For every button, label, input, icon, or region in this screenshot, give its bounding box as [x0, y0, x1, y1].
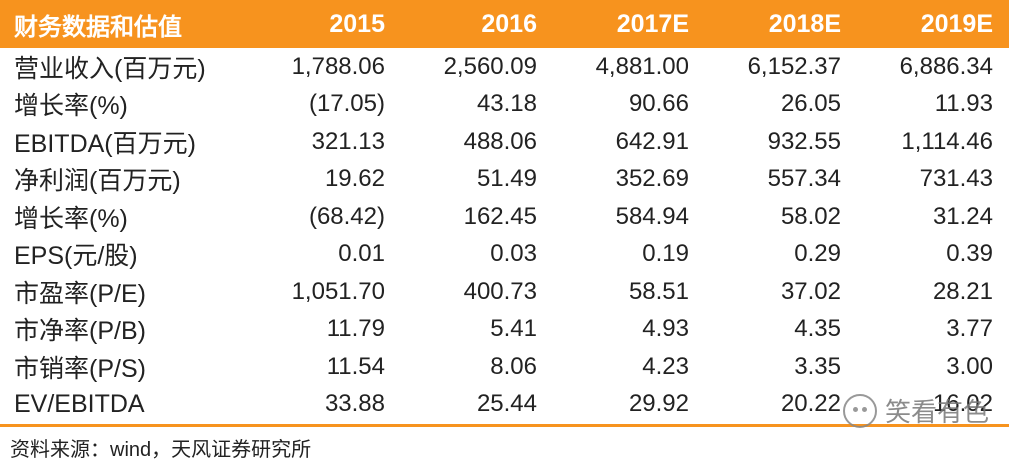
row-value: 58.02 — [780, 202, 841, 230]
row-value: (68.42) — [308, 202, 385, 230]
row-value: 352.69 — [615, 165, 689, 193]
row-value: 33.88 — [324, 390, 385, 418]
row-value: 1,788.06 — [291, 52, 385, 80]
row-value: 3.35 — [794, 352, 841, 380]
row-value: 3.00 — [946, 352, 993, 380]
table-row: 增长率(%) (17.05) 43.18 90.66 26.05 11.93 — [0, 86, 1009, 124]
row-value: 3.77 — [946, 315, 993, 343]
table-row: 增长率(%) (68.42) 162.45 584.94 58.02 31.24 — [0, 198, 1009, 236]
row-value: 0.03 — [490, 240, 537, 268]
row-value: 4.35 — [794, 315, 841, 343]
row-value: 0.39 — [946, 240, 993, 268]
row-value: 1,051.70 — [291, 277, 385, 305]
row-value: 19.62 — [324, 165, 385, 193]
financial-data-table: 财务数据和估值 2015 2016 2017E 2018E 2019E 营业收入… — [0, 0, 1009, 424]
row-value: 11.54 — [326, 352, 385, 380]
row-value: 5.41 — [490, 315, 537, 343]
row-label: 营业收入(百万元) — [14, 54, 206, 83]
row-label: EV/EBITDA — [14, 389, 145, 418]
wechat-icon — [842, 393, 877, 428]
header-year: 2016 — [481, 9, 537, 38]
row-value: 557.34 — [767, 165, 841, 193]
row-value: 51.49 — [476, 165, 537, 193]
row-value: 20.22 — [780, 390, 841, 418]
row-value: 932.55 — [767, 127, 841, 155]
row-label: EBITDA(百万元) — [14, 129, 196, 158]
table-row: EV/EBITDA 33.88 25.44 29.92 20.22 16.02 — [0, 386, 1009, 424]
row-value: 2,560.09 — [443, 52, 537, 80]
row-value: 1,114.46 — [901, 127, 993, 155]
row-value: 11.79 — [326, 315, 385, 343]
row-value: 16.02 — [932, 390, 993, 418]
watermark-text: 笑看有色 — [884, 397, 989, 427]
watermark: 笑看有色 — [842, 392, 989, 429]
row-value: (17.05) — [308, 90, 385, 118]
row-value: 31.24 — [932, 202, 993, 230]
row-label: 增长率(%) — [14, 92, 128, 121]
row-value: 4.93 — [642, 315, 689, 343]
header-year: 2019E — [920, 9, 993, 38]
table-row: 市销率(P/S) 11.54 8.06 4.23 3.35 3.00 — [0, 348, 1009, 386]
row-label: 市净率(P/B) — [14, 317, 146, 346]
row-value: 731.43 — [919, 165, 993, 193]
row-value: 26.05 — [780, 90, 841, 118]
table-row: EBITDA(百万元) 321.13 488.06 642.91 932.55 1,114… — [0, 123, 1009, 161]
row-value: 29.92 — [628, 390, 689, 418]
header-year: 2017E — [616, 9, 689, 38]
row-value: 162.45 — [463, 202, 537, 230]
table-row: 净利润(百万元) 19.62 51.49 352.69 557.34 731.43 — [0, 161, 1009, 199]
row-value: 37.02 — [780, 277, 841, 305]
row-value: 321.13 — [311, 127, 385, 155]
table-row: 营业收入(百万元) 1,788.06 2,560.09 4,881.00 6,152.3… — [0, 48, 1009, 86]
table-divider — [0, 424, 1009, 427]
table-row: 市盈率(P/E) 1,051.70 400.73 58.51 37.02 28.21 — [0, 273, 1009, 311]
table-row: 市净率(P/B) 11.79 5.41 4.93 4.35 3.77 — [0, 311, 1009, 349]
row-value: 4.23 — [642, 352, 689, 380]
row-value: 4,881.00 — [595, 52, 689, 80]
row-value: 584.94 — [615, 202, 689, 230]
header-year: 2018E — [768, 9, 841, 38]
row-value: 8.06 — [490, 352, 537, 380]
row-value: 25.44 — [476, 390, 537, 418]
row-value: 6,152.37 — [747, 52, 841, 80]
row-label: 增长率(%) — [14, 204, 128, 233]
header-year: 2015 — [329, 9, 385, 38]
row-label: 净利润(百万元) — [14, 167, 181, 196]
header-title: 财务数据和估值 — [14, 13, 182, 41]
source-note: 资料来源：wind，天风证券研究所 — [10, 439, 312, 461]
row-value: 58.51 — [628, 277, 689, 305]
row-value: 0.29 — [794, 240, 841, 268]
row-value: 0.01 — [338, 240, 385, 268]
row-value: 0.19 — [642, 240, 689, 268]
row-label: 市盈率(P/E) — [14, 279, 146, 308]
row-value: 28.21 — [932, 277, 993, 305]
row-value: 400.73 — [463, 277, 537, 305]
table-header-row: 财务数据和估值 2015 2016 2017E 2018E 2019E — [0, 0, 1009, 48]
row-label: 市销率(P/S) — [14, 354, 146, 383]
row-value: 90.66 — [628, 90, 689, 118]
row-value: 6,886.34 — [899, 52, 993, 80]
table-row: EPS(元/股) 0.01 0.03 0.19 0.29 0.39 — [0, 236, 1009, 274]
row-value: 11.93 — [934, 90, 993, 118]
row-value: 488.06 — [463, 127, 537, 155]
row-label: EPS(元/股) — [14, 242, 138, 271]
row-value: 642.91 — [615, 127, 689, 155]
row-value: 43.18 — [476, 90, 537, 118]
